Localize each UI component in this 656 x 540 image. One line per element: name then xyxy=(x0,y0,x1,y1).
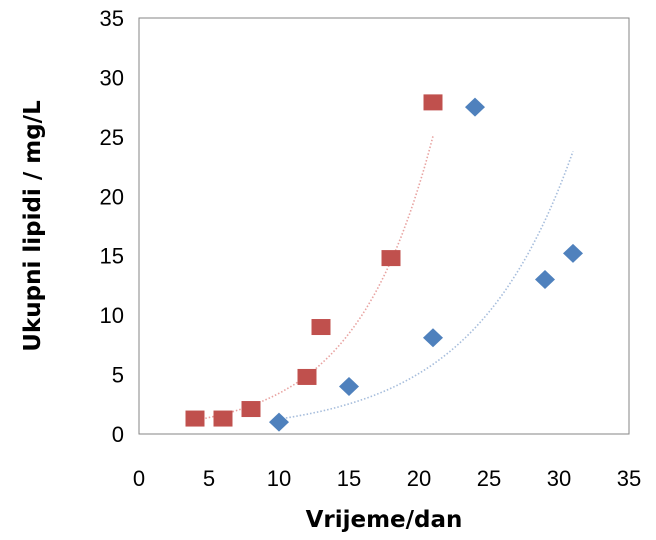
y-axis-title: Ukupni lipidi / mg/L xyxy=(20,100,46,352)
data-point-square xyxy=(381,250,401,267)
trendline-2 xyxy=(278,151,574,420)
x-tick-label: 20 xyxy=(407,466,431,491)
y-axis-tick-labels: 0 5 10 15 20 25 30 35 xyxy=(100,6,124,447)
data-point-square xyxy=(297,368,317,385)
plot-area xyxy=(138,17,630,435)
x-axis-tick-labels: 0 5 10 15 20 25 30 35 xyxy=(133,466,641,491)
y-tick-label: 35 xyxy=(100,6,124,31)
x-tick-label: 15 xyxy=(337,466,361,491)
x-tick-label: 35 xyxy=(617,466,641,491)
x-tick-label: 0 xyxy=(133,466,145,491)
x-tick-label: 30 xyxy=(547,466,571,491)
data-markers xyxy=(185,94,583,432)
x-tick-label: 25 xyxy=(477,466,501,491)
x-tick-label: 10 xyxy=(267,466,291,491)
trendlines xyxy=(194,135,574,422)
data-point-square xyxy=(311,319,331,336)
data-point-diamond xyxy=(465,97,485,117)
y-tick-label: 20 xyxy=(100,184,124,209)
y-tick-label: 25 xyxy=(100,125,124,150)
x-axis-title: Vrijeme/dan xyxy=(306,507,463,533)
data-point-diamond xyxy=(423,328,443,348)
x-tick-label: 5 xyxy=(203,466,215,491)
y-tick-label: 5 xyxy=(112,363,124,388)
data-point-square xyxy=(241,401,261,418)
data-point-diamond xyxy=(339,376,359,396)
data-point-diamond xyxy=(563,243,583,263)
y-tick-label: 10 xyxy=(100,303,124,328)
y-tick-label: 30 xyxy=(100,65,124,90)
data-point-diamond xyxy=(535,269,555,289)
data-point-square xyxy=(185,410,205,427)
y-tick-label: 15 xyxy=(100,244,124,269)
data-point-square xyxy=(213,410,233,427)
data-point-diamond xyxy=(269,412,289,432)
data-point-square xyxy=(423,94,443,111)
y-tick-label: 0 xyxy=(112,422,124,447)
